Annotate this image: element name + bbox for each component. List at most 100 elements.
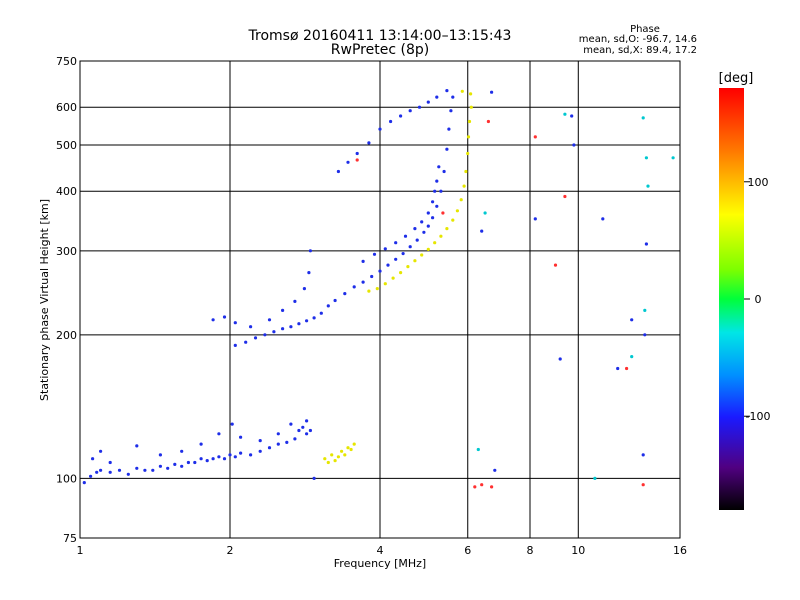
data-point	[616, 366, 620, 371]
data-point	[383, 247, 387, 251]
data-point	[91, 457, 95, 461]
data-point	[435, 179, 439, 183]
data-point	[455, 209, 459, 213]
series-f-layer-o-mode	[211, 89, 455, 347]
data-point	[431, 200, 435, 204]
data-point	[217, 432, 221, 436]
data-point	[305, 432, 309, 436]
data-point	[349, 447, 353, 452]
data-point	[437, 165, 441, 169]
data-point	[533, 135, 537, 139]
data-point	[403, 234, 408, 238]
data-point	[307, 271, 311, 275]
series-e-layer-o-mode	[82, 419, 316, 485]
data-point	[445, 89, 449, 93]
data-point	[483, 211, 487, 215]
colorbar-tick-label: 100	[748, 176, 769, 189]
data-point	[641, 483, 645, 487]
data-point	[460, 89, 464, 93]
data-point	[476, 447, 480, 452]
data-point	[186, 460, 190, 465]
data-point	[435, 204, 439, 208]
data-point	[367, 289, 371, 293]
x-tick-label: 1	[77, 544, 84, 557]
y-tick-label: 750	[56, 55, 77, 68]
data-point	[375, 287, 379, 291]
data-point	[643, 308, 647, 312]
data-point	[413, 259, 417, 263]
y-tick-label: 500	[56, 139, 77, 152]
data-point	[451, 95, 455, 99]
x-tick-label: 6	[464, 544, 471, 557]
data-point	[459, 198, 463, 202]
data-point	[563, 194, 567, 199]
chart-subtitle: RwPretec (8p)	[331, 42, 429, 58]
x-tick-label: 10	[571, 544, 585, 557]
data-point	[370, 274, 374, 279]
data-point	[466, 151, 470, 156]
data-point	[99, 468, 103, 472]
data-point	[490, 90, 494, 94]
data-point	[323, 457, 327, 461]
data-point	[249, 325, 253, 329]
data-point	[289, 325, 293, 329]
data-point	[346, 446, 350, 450]
data-point	[89, 474, 93, 478]
data-point	[289, 422, 293, 426]
data-point	[625, 366, 629, 371]
data-point	[267, 446, 272, 450]
data-point	[451, 218, 455, 222]
y-axis-label: Stationary phase Virtual Height [km]	[38, 199, 51, 401]
colorbar-tick-label: 0	[755, 293, 762, 306]
data-point	[493, 468, 497, 472]
series-scattered-echoes-blue-	[480, 90, 649, 472]
data-point	[82, 481, 86, 485]
data-point	[293, 299, 297, 303]
data-point	[386, 263, 390, 267]
data-point	[439, 234, 443, 238]
series-e-layer-x-mode	[323, 442, 356, 465]
data-point	[408, 109, 412, 113]
data-point	[391, 276, 395, 280]
data-point	[399, 114, 403, 118]
data-point	[143, 468, 147, 472]
data-point	[671, 156, 675, 160]
data-points	[82, 89, 675, 489]
data-point	[433, 241, 437, 245]
data-point	[230, 422, 234, 426]
data-point	[180, 464, 184, 468]
data-point	[330, 453, 334, 457]
x-tick-label: 4	[377, 544, 384, 557]
data-point	[426, 100, 430, 104]
data-point	[205, 459, 209, 463]
data-point	[394, 241, 398, 245]
data-point	[601, 217, 605, 221]
data-point	[95, 470, 99, 474]
data-point	[293, 437, 297, 441]
data-point	[399, 271, 403, 275]
data-point	[253, 336, 258, 340]
series-scattered-echoes-cyan-	[476, 112, 675, 480]
data-point	[441, 211, 445, 215]
data-point	[305, 319, 309, 323]
data-point	[442, 169, 446, 174]
data-point	[336, 455, 340, 459]
data-point	[211, 318, 215, 322]
colorbar-tick-label: -100	[746, 410, 771, 423]
data-point	[563, 112, 567, 116]
data-point	[486, 119, 490, 124]
data-point	[117, 468, 122, 472]
data-point	[593, 476, 597, 480]
axis-ticks: 1 2 4 6 8 10 16 75 100 200 300 400 500 600 750	[56, 55, 687, 557]
y-tick-label: 600	[56, 101, 77, 114]
data-point	[319, 311, 323, 315]
data-point	[449, 109, 453, 113]
data-point	[447, 127, 451, 131]
data-point	[572, 143, 576, 147]
data-point	[233, 321, 237, 325]
phase-heading: Phase	[630, 24, 660, 35]
data-point	[305, 419, 309, 423]
data-point	[352, 442, 356, 446]
data-point	[372, 252, 377, 256]
